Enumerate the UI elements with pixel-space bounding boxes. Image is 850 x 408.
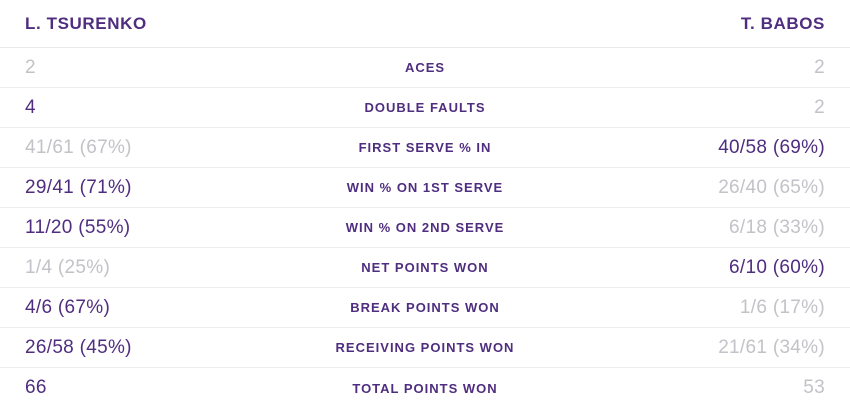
stat-value-left: 2 xyxy=(25,56,36,78)
stat-label: ACES xyxy=(404,60,446,75)
stat-value-right: 6/18 (33%) xyxy=(729,216,825,238)
stat-label: DOUBLE FAULTS xyxy=(364,100,486,115)
stat-value-left: 26/58 (45%) xyxy=(25,336,132,358)
stat-row-break-points: 4/6 (67%) BREAK POINTS WON 1/6 (17%) xyxy=(0,288,850,328)
stat-label: TOTAL POINTS WON xyxy=(352,380,498,396)
stat-label: FIRST SERVE % IN xyxy=(358,140,492,155)
stat-value-left: 11/20 (55%) xyxy=(25,216,131,238)
stat-row-total-points: 66 TOTAL POINTS WON 53 xyxy=(0,368,850,408)
stat-value-left: 1/4 (25%) xyxy=(25,256,111,278)
stat-row-win-2nd-serve: 11/20 (55%) WIN % ON 2ND SERVE 6/18 (33%… xyxy=(0,208,850,248)
stat-label: WIN % ON 2ND SERVE xyxy=(345,220,505,235)
stat-label: RECEIVING POINTS WON xyxy=(335,340,515,355)
stat-row-net-points: 1/4 (25%) NET POINTS WON 6/10 (60%) xyxy=(0,248,850,288)
stat-label: WIN % ON 1ST SERVE xyxy=(346,180,504,195)
stat-value-right: 6/10 (60%) xyxy=(729,256,825,278)
player-name-left: L. TSURENKO xyxy=(25,13,147,33)
stat-value-right: 21/61 (34%) xyxy=(718,336,825,358)
stat-row-receiving-points: 26/58 (45%) RECEIVING POINTS WON 21/61 (… xyxy=(0,328,850,368)
players-header: L. TSURENKO T. BABOS xyxy=(0,0,850,48)
stat-value-right: 40/58 (69%) xyxy=(718,136,825,158)
stat-value-right: 1/6 (17%) xyxy=(739,296,825,318)
stat-value-right: 53 xyxy=(803,377,825,398)
stat-value-left: 4 xyxy=(25,96,36,118)
stat-value-left: 41/61 (67%) xyxy=(25,136,132,158)
player-name-right: T. BABOS xyxy=(740,13,825,33)
stat-row-double-faults: 4 DOUBLE FAULTS 2 xyxy=(0,88,850,128)
stat-value-left: 66 xyxy=(25,377,47,398)
stat-value-right: 2 xyxy=(814,96,825,118)
stat-label: BREAK POINTS WON xyxy=(350,300,500,315)
stat-value-left: 29/41 (71%) xyxy=(25,176,132,198)
stat-row-aces: 2 ACES 2 xyxy=(0,48,850,88)
stat-value-right: 2 xyxy=(814,56,825,78)
stat-value-left: 4/6 (67%) xyxy=(25,296,111,318)
stat-row-win-1st-serve: 29/41 (71%) WIN % ON 1ST SERVE 26/40 (65… xyxy=(0,168,850,208)
stat-row-first-serve-in: 41/61 (67%) FIRST SERVE % IN 40/58 (69%) xyxy=(0,128,850,168)
stat-label: NET POINTS WON xyxy=(361,260,489,275)
stat-value-right: 26/40 (65%) xyxy=(718,176,825,198)
